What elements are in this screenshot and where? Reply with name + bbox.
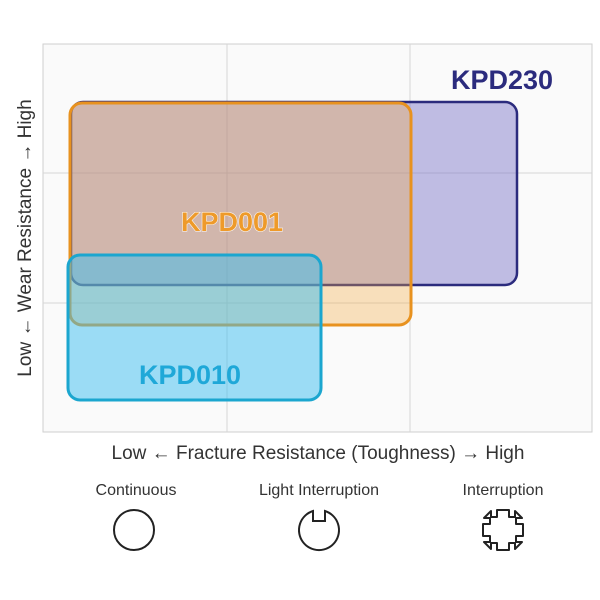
y-axis-label: Low ← Wear Resistance → High	[15, 99, 36, 376]
condition-label: Continuous	[96, 482, 177, 499]
icon-light-interruption	[298, 509, 340, 551]
region-label: KPD230	[451, 65, 553, 95]
region-kpd010	[66, 253, 323, 402]
condition-label: Interruption	[463, 482, 544, 499]
x-axis-label: Low ← Fracture Resistance (Toughness) → …	[112, 443, 525, 464]
icon-continuous	[113, 509, 155, 551]
region-label: KPD010	[139, 360, 241, 390]
region-label: KPD001	[181, 207, 283, 237]
condition-label: Light Interruption	[259, 482, 379, 499]
icon-interruption	[482, 509, 524, 551]
